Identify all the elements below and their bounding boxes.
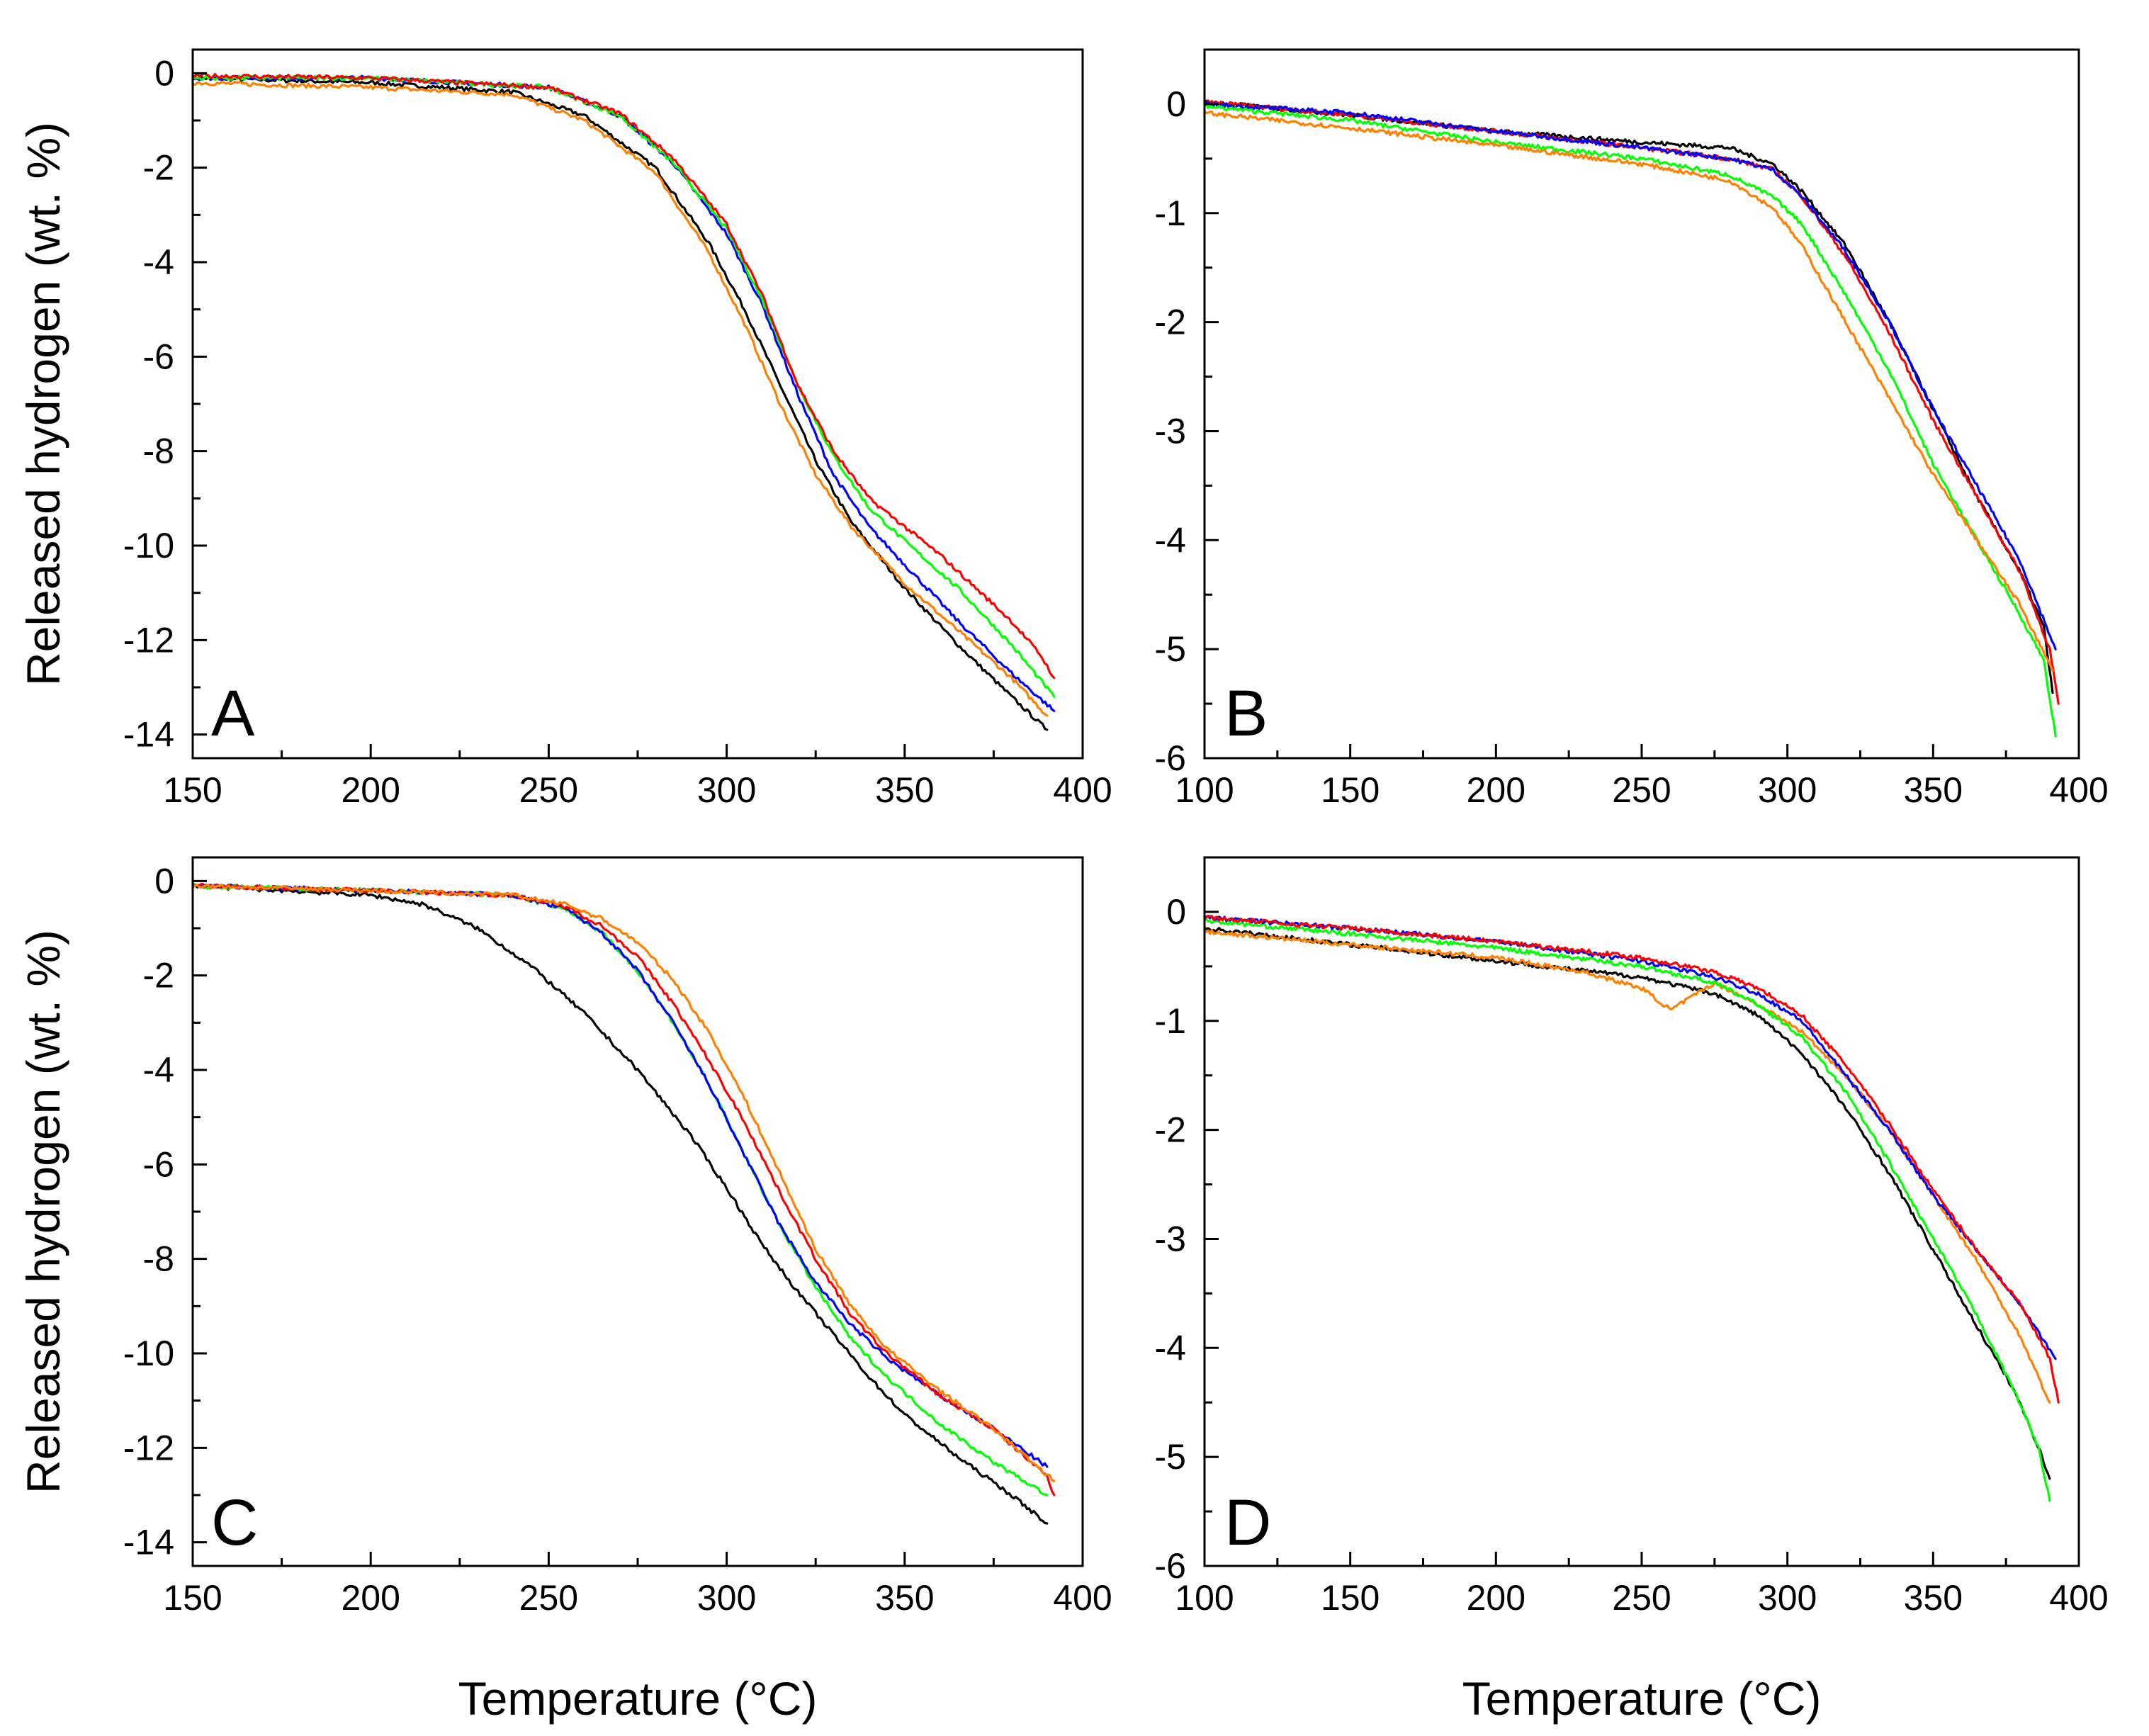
panel-d-x-tick-label: 250 [1612, 1578, 1671, 1618]
panel-d-series-red-line [1203, 914, 2060, 1404]
panel-d-x-tick-label: 400 [2049, 1578, 2108, 1618]
panel-b-y-tick-label: -3 [1155, 411, 1186, 451]
panel-d-x-tick-label: 350 [1904, 1578, 1963, 1618]
panel-b-ticks: 100 150 200 250 300 350 400 0 -1 -2 -3 -4 -5 -6 [1155, 84, 2109, 810]
panel-d-series-green-line [1203, 918, 2051, 1502]
panel-b-x-tick-label: 350 [1904, 770, 1963, 810]
panel-b-y-tick-label: 0 [1166, 84, 1186, 124]
panel-b-letter: B [1224, 677, 1268, 750]
panel-a-y-tick-label: -10 [123, 526, 174, 565]
panel-c-letter: C [211, 1487, 258, 1559]
panel-c-y-tick-label: 0 [154, 861, 174, 901]
panel-b-y-tick-label: -4 [1155, 520, 1186, 560]
panel-c-x-tick-label: 300 [697, 1578, 756, 1618]
panel-d: 100 150 200 250 300 350 400 0 -1 -2 -3 -4 -5 -6 D [1155, 856, 2109, 1618]
panel-c-series-blue-line [191, 882, 1049, 1468]
panel-c-x-tick-label: 400 [1053, 1578, 1112, 1618]
panel-d-x-tick-label: 150 [1321, 1578, 1380, 1618]
panel-a-ticks: 150 200 250 300 350 400 0 -2 -4 -6 -8 -10 -12 -14 [123, 53, 1112, 810]
panel-d-y-tick-label: -6 [1155, 1546, 1186, 1586]
panel-d-plot-data [1203, 914, 2060, 1502]
panel-c-series-black-line [191, 884, 1049, 1525]
panel-a-x-tick-label: 200 [341, 770, 400, 810]
panel-b: 100 150 200 250 300 350 400 0 -1 -2 -3 -4 -5 -6 B [1155, 48, 2109, 810]
panel-a-letter: A [211, 677, 255, 750]
panel-b-y-tick-label: -6 [1155, 738, 1186, 778]
panel-b-x-tick-label: 400 [2049, 770, 2108, 810]
panel-c-x-tick-label: 250 [519, 1578, 578, 1618]
panel-c-series-orange-line [191, 883, 1056, 1482]
panel-b-x-tick-label: 300 [1758, 770, 1817, 810]
panel-b-x-tick-label: 200 [1467, 770, 1525, 810]
panel-a-series-orange-line [191, 80, 1049, 717]
panel-c-y-tick-label: -4 [143, 1050, 174, 1090]
panel-a-x-tick-label: 400 [1053, 770, 1112, 810]
x-axis-title-left: Temperature (°C) [458, 1672, 818, 1725]
panel-a-x-tick-label: 300 [697, 770, 756, 810]
panel-c-y-tick-label: -10 [123, 1334, 174, 1373]
panel-c: 150 200 250 300 350 400 0 -2 -4 -6 -8 -10 -12 -14 C [123, 856, 1112, 1618]
panel-c-y-tick-label: -14 [123, 1523, 174, 1562]
panel-c-y-tick-label: -2 [143, 956, 174, 996]
panel-d-y-tick-label: 0 [1166, 892, 1186, 932]
panel-a-y-tick-label: -4 [143, 242, 174, 282]
panel-a-plot-data [191, 72, 1056, 731]
panel-a-series-green-line [191, 74, 1056, 698]
panel-a-y-tick-label: -14 [123, 715, 174, 755]
panel-d-y-tick-label: -4 [1155, 1328, 1186, 1368]
panel-d-x-tick-label: 200 [1467, 1578, 1525, 1618]
panel-c-x-tick-label: 150 [163, 1578, 222, 1618]
panel-b-y-tick-label: -2 [1155, 303, 1186, 342]
panel-d-y-tick-label: -5 [1155, 1437, 1186, 1477]
y-axis-title-top: Released hydrogen (wt. %) [17, 122, 69, 686]
panel-a-x-tick-label: 250 [519, 770, 578, 810]
panel-c-y-tick-label: -8 [143, 1239, 174, 1279]
panel-b-y-tick-label: -1 [1155, 193, 1186, 233]
panel-d-x-tick-label: 100 [1175, 1578, 1234, 1618]
panel-d-x-tick-label: 300 [1758, 1578, 1817, 1618]
panel-b-x-tick-label: 250 [1612, 770, 1671, 810]
panel-c-y-tick-label: -6 [143, 1144, 174, 1184]
panel-c-y-tick-label: -12 [123, 1428, 174, 1467]
panel-b-x-tick-label: 150 [1321, 770, 1380, 810]
panel-d-y-tick-label: -1 [1155, 1001, 1186, 1041]
x-axis-title-right: Temperature (°C) [1462, 1672, 1822, 1725]
panel-a-x-tick-label: 150 [163, 770, 222, 810]
panel-b-series-green-line [1203, 103, 2057, 738]
panel-c-x-tick-label: 350 [875, 1578, 934, 1618]
panel-a: 150 200 250 300 350 400 0 -2 -4 -6 -8 -10 -12 -14 A [123, 48, 1112, 810]
y-axis-title-bottom: Released hydrogen (wt. %) [17, 930, 69, 1494]
panel-c-plot-data [191, 882, 1056, 1525]
panel-b-plot-data [1203, 98, 2060, 738]
panel-b-series-orange-line [1203, 111, 2054, 672]
panel-a-y-tick-label: -2 [143, 148, 174, 188]
panel-b-y-tick-label: -5 [1155, 629, 1186, 669]
panel-c-ticks: 150 200 250 300 350 400 0 -2 -4 -6 -8 -10 -12 -14 [123, 861, 1112, 1618]
panel-d-y-tick-label: -3 [1155, 1219, 1186, 1258]
panel-a-y-tick-label: -12 [123, 620, 174, 660]
panel-a-series-red-line [191, 72, 1056, 680]
panel-c-x-tick-label: 200 [341, 1578, 400, 1618]
panel-b-series-blue-line [1203, 101, 2057, 650]
panel-a-y-tick-label: -6 [143, 337, 174, 376]
panel-a-y-tick-label: 0 [154, 53, 174, 93]
panel-a-y-tick-label: -8 [143, 432, 174, 471]
panel-d-letter: D [1224, 1487, 1271, 1559]
panel-a-x-tick-label: 350 [875, 770, 934, 810]
panel-d-y-tick-label: -2 [1155, 1110, 1186, 1150]
panel-b-x-tick-label: 100 [1175, 770, 1234, 810]
panel-d-ticks: 100 150 200 250 300 350 400 0 -1 -2 -3 -4 -5 -6 [1155, 892, 2109, 1618]
